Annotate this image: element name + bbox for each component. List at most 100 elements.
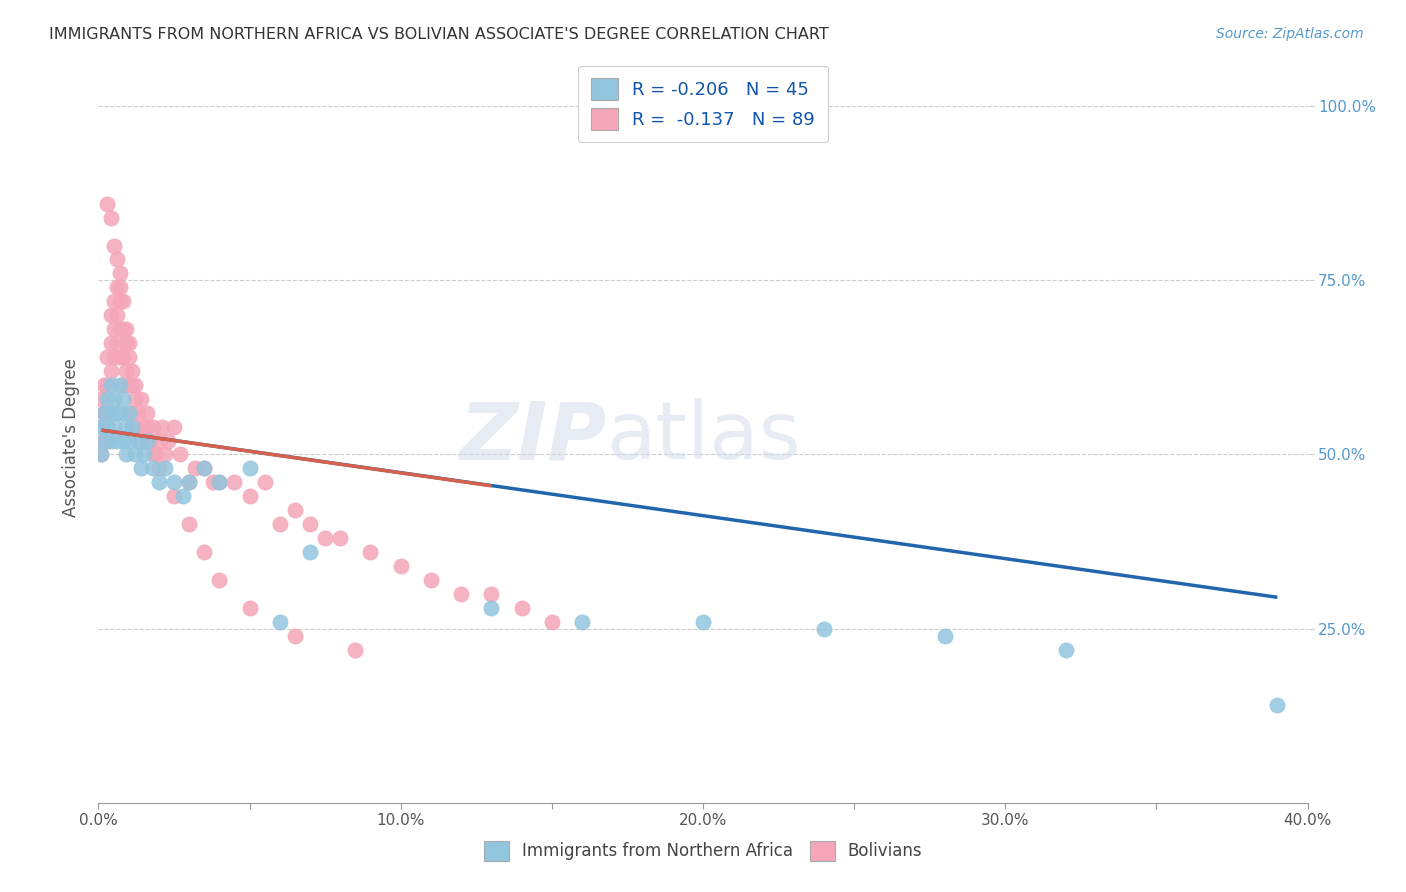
- Point: [96, 377, 118, 392]
- Text: atlas: atlas: [606, 398, 800, 476]
- Point: [179, 475, 201, 490]
- Point: [934, 629, 956, 643]
- Point: [129, 461, 152, 475]
- Point: [93, 434, 115, 448]
- Point: [111, 294, 134, 309]
- Point: [124, 377, 146, 392]
- Point: [239, 461, 262, 475]
- Point: [208, 475, 231, 490]
- Point: [103, 238, 125, 252]
- Point: [114, 336, 136, 351]
- Point: [118, 406, 141, 420]
- Point: [111, 392, 134, 406]
- Point: [169, 448, 191, 462]
- Point: [420, 573, 443, 587]
- Point: [111, 322, 134, 336]
- Point: [108, 406, 131, 420]
- Point: [90, 448, 112, 462]
- Point: [114, 419, 136, 434]
- Point: [105, 406, 128, 420]
- Point: [93, 406, 115, 420]
- Point: [163, 419, 186, 434]
- Point: [299, 545, 322, 559]
- Point: [118, 434, 141, 448]
- Point: [135, 419, 157, 434]
- Point: [193, 461, 215, 475]
- Text: ZIP: ZIP: [458, 398, 606, 476]
- Point: [121, 419, 143, 434]
- Point: [153, 448, 176, 462]
- Point: [132, 448, 155, 462]
- Point: [108, 377, 131, 392]
- Point: [105, 252, 128, 267]
- Point: [135, 406, 157, 420]
- Point: [284, 503, 307, 517]
- Point: [96, 419, 118, 434]
- Point: [114, 322, 136, 336]
- Point: [1054, 642, 1077, 657]
- Point: [90, 448, 112, 462]
- Point: [93, 434, 115, 448]
- Point: [481, 587, 503, 601]
- Point: [148, 475, 170, 490]
- Point: [108, 294, 131, 309]
- Point: [121, 406, 143, 420]
- Point: [179, 475, 201, 490]
- Point: [100, 434, 122, 448]
- Point: [142, 448, 165, 462]
- Point: [1267, 698, 1289, 713]
- Point: [100, 308, 122, 322]
- Point: [389, 558, 412, 573]
- Point: [193, 461, 215, 475]
- Point: [100, 377, 122, 392]
- Point: [124, 392, 146, 406]
- Point: [90, 392, 112, 406]
- Point: [148, 434, 170, 448]
- Point: [156, 434, 179, 448]
- Point: [129, 392, 152, 406]
- Point: [571, 615, 593, 629]
- Point: [118, 406, 141, 420]
- Point: [481, 600, 503, 615]
- Point: [103, 350, 125, 364]
- Point: [132, 419, 155, 434]
- Point: [239, 489, 262, 503]
- Point: [108, 280, 131, 294]
- Point: [114, 448, 136, 462]
- Point: [96, 406, 118, 420]
- Point: [314, 531, 336, 545]
- Point: [90, 419, 112, 434]
- Point: [184, 461, 207, 475]
- Point: [111, 350, 134, 364]
- Point: [100, 364, 122, 378]
- Point: [96, 196, 118, 211]
- Point: [118, 350, 141, 364]
- Point: [114, 364, 136, 378]
- Point: [172, 489, 194, 503]
- Point: [111, 377, 134, 392]
- Point: [284, 629, 307, 643]
- Point: [239, 600, 262, 615]
- Point: [148, 461, 170, 475]
- Point: [135, 434, 157, 448]
- Point: [105, 336, 128, 351]
- Point: [450, 587, 472, 601]
- Point: [108, 266, 131, 280]
- Point: [269, 517, 291, 532]
- Point: [202, 475, 225, 490]
- Point: [100, 211, 122, 225]
- Y-axis label: Associate's Degree: Associate's Degree: [62, 358, 80, 516]
- Point: [142, 461, 165, 475]
- Point: [103, 392, 125, 406]
- Text: Source: ZipAtlas.com: Source: ZipAtlas.com: [1216, 27, 1364, 41]
- Point: [124, 448, 146, 462]
- Point: [360, 545, 382, 559]
- Point: [299, 517, 322, 532]
- Point: [510, 600, 533, 615]
- Point: [90, 419, 112, 434]
- Point: [124, 419, 146, 434]
- Point: [103, 294, 125, 309]
- Point: [93, 377, 115, 392]
- Point: [111, 434, 134, 448]
- Point: [100, 336, 122, 351]
